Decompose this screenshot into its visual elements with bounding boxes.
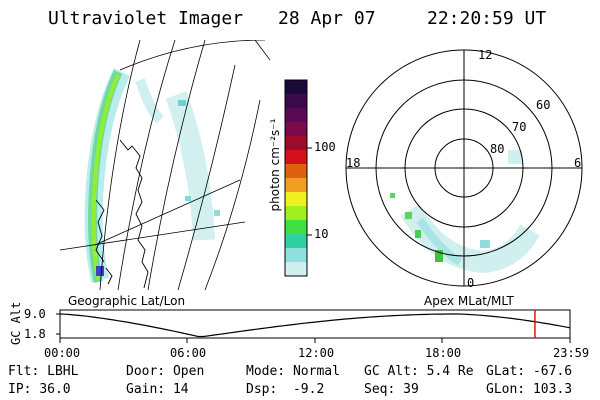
colorbar-segment: [285, 234, 307, 249]
status-ip-value: 36.0: [39, 382, 71, 397]
lat-label-60: 60: [536, 98, 551, 112]
status-gain-value: 14: [172, 382, 189, 397]
colorbar-segment: [285, 192, 307, 207]
colorbar-segment: [285, 248, 307, 263]
status-gc-alt-value: 5.4 Re: [426, 364, 474, 379]
status-seq-value: 39: [403, 382, 419, 397]
lat-label-70: 70: [512, 120, 527, 134]
colorbar-segment: [285, 178, 307, 193]
colorbar-segment: [285, 150, 307, 165]
colorbar-segment: [285, 206, 307, 221]
x-tick-1200: 12:00: [298, 346, 335, 360]
lat-lon-grid: [60, 40, 270, 290]
geo-panel-label: Geographic Lat/Lon: [68, 294, 186, 308]
aurora-emission-geo: [84, 67, 220, 283]
colorbar-segment: [285, 136, 307, 151]
colorbar-segment: [285, 108, 307, 123]
time-label: 22:20:59 UT: [427, 8, 547, 29]
altitude-curve: [59, 313, 571, 338]
timeline-plot: [56, 309, 571, 343]
status-gc-alt: GC Alt: 5.4 Re: [364, 364, 474, 379]
coastline: [95, 139, 149, 289]
colorbar-unit-label: photon cm⁻²s⁻¹: [268, 118, 282, 212]
status-gain: Gain: 14: [126, 382, 189, 397]
status-door: Door: Open: [126, 364, 205, 379]
geographic-map-panel: [60, 40, 270, 290]
lat-label-80: 80: [490, 142, 505, 156]
status-mode: Mode: Normal: [246, 364, 340, 379]
x-tick-0000: 00:00: [44, 346, 81, 360]
timeline-y-label: GC Alt: [9, 301, 23, 345]
mlt-label-12: 12: [478, 48, 493, 62]
date-label: 28 Apr 07: [278, 8, 376, 29]
status-flt: Flt: LBHL: [8, 364, 79, 379]
status-flt-value: LBHL: [47, 364, 79, 379]
polar-panel-label: Apex MLat/MLT: [424, 294, 514, 308]
y-tick-9: 9.0: [24, 307, 46, 321]
timeline-ticks: [56, 313, 571, 343]
colorbar: [284, 79, 312, 277]
colorbar-segment: [285, 262, 307, 277]
status-ip: IP: 36.0: [8, 382, 71, 397]
mlt-label-18: 18: [346, 156, 361, 170]
aurora-emission-polar: [390, 150, 540, 274]
status-glon-value: 103.3: [532, 382, 573, 397]
status-mode-value: Normal: [292, 364, 340, 379]
status-glat-value: -67.6: [532, 364, 573, 379]
x-tick-1800: 18:00: [425, 346, 462, 360]
colorbar-segment: [285, 80, 307, 95]
mlt-label-0: 0: [467, 276, 475, 290]
colorbar-segment: [285, 122, 307, 137]
polar-map-panel: [345, 49, 583, 287]
colorbar-segment: [285, 94, 307, 109]
status-dsp: Dsp: -9.2: [246, 382, 325, 397]
status-glat: GLat: -67.6: [486, 364, 573, 379]
mlt-label-6: 6: [574, 156, 582, 170]
status-glon: GLon: 103.3: [486, 382, 573, 397]
status-seq: Seq: 39: [364, 382, 419, 397]
polar-grid: [345, 49, 583, 287]
instrument-title: Ultraviolet Imager: [48, 8, 244, 29]
colorbar-segment: [285, 164, 307, 179]
colorbar-tick-100: 100: [314, 140, 336, 154]
x-tick-2359: 23:59: [553, 346, 590, 360]
status-door-value: Open: [172, 364, 205, 379]
colorbar-segment: [285, 220, 307, 235]
status-dsp-value: -9.2: [292, 382, 325, 397]
y-tick-1-8: 1.8: [24, 327, 46, 341]
x-tick-0600: 06:00: [170, 346, 207, 360]
colorbar-tick-10: 10: [314, 227, 329, 241]
